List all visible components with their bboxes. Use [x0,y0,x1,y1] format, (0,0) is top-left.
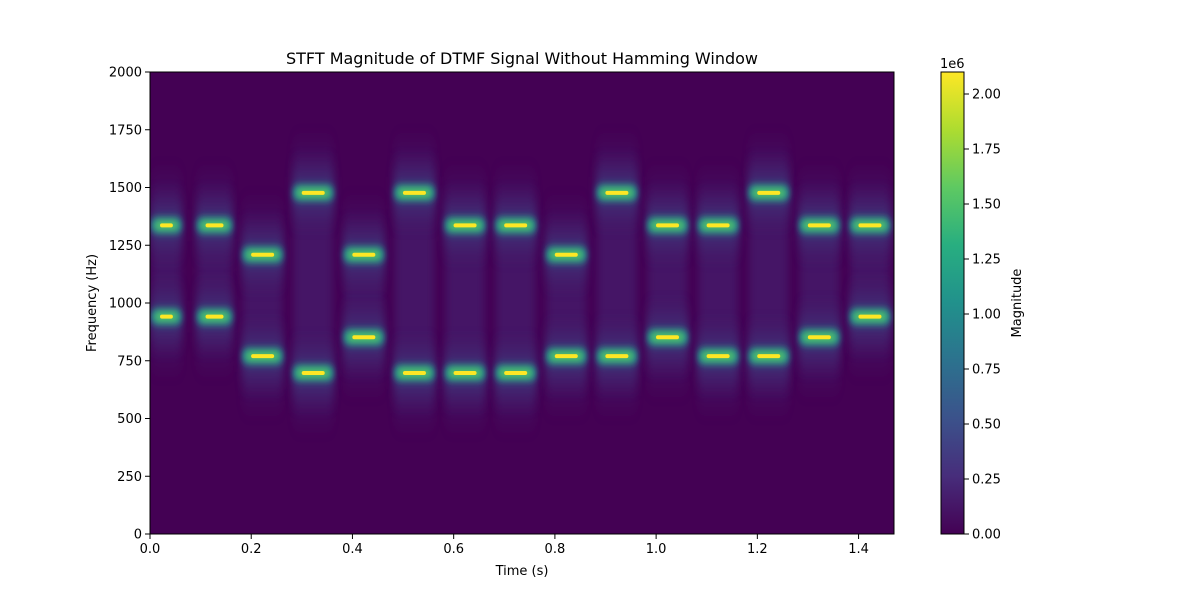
tone-peak [554,354,578,359]
colorbar [940,71,965,535]
colorbar-label: Magnitude [1010,269,1025,338]
tone-peak [706,354,730,359]
tone-peak [453,370,477,375]
tone-peak [656,223,680,228]
y-tick-label: 0 [134,528,142,543]
tone-segment [241,214,285,397]
y-tick-label: 250 [117,470,142,485]
tone-segment [646,185,690,378]
tone-peak [251,354,275,359]
y-axis-label: Frequency (Hz) [85,254,100,352]
x-tick-label: 0.0 [140,542,161,557]
colorbar-tick-label: 1.25 [972,253,1001,268]
tone-peak [205,314,224,319]
tone-peak [301,370,325,375]
colorbar-tick-label: 2.00 [972,88,1001,103]
colorbar-tick-label: 1.75 [972,143,1001,158]
tone-segment [595,152,639,397]
colorbar-tick-label: 0.25 [972,473,1001,488]
colorbar-tick-label: 0.50 [972,418,1001,433]
tone-peak [453,223,477,228]
x-tick-label: 0.2 [241,542,262,557]
spectrogram-image [150,152,892,413]
colorbar-tick-label: 1.00 [972,308,1001,323]
tone-peak [554,252,578,257]
y-tick-label: 1000 [109,297,142,312]
tone-segment [342,214,386,378]
tone-segment [150,185,183,357]
x-tick-label: 0.6 [443,542,464,557]
tone-peak [807,223,831,228]
colorbar-tick-label: 0.75 [972,363,1001,378]
colorbar-tick-label: 1.50 [972,198,1001,213]
tone-peak [807,335,831,340]
tone-peak [160,314,173,319]
tone-peak [757,190,781,195]
tone-peak [656,335,680,340]
tone-peak [160,223,173,228]
tone-peak [605,190,629,195]
x-tick-label: 0.8 [545,542,566,557]
tone-peak [757,354,781,359]
tone-segment [195,185,234,357]
y-tick-label: 1250 [109,239,142,254]
colorbar-multiplier: 1e6 [940,57,965,72]
tone-segment [797,185,841,378]
tone-segment [392,152,436,413]
tone-peak [402,370,426,375]
tone-peak [706,223,730,228]
tone-peak [205,223,224,228]
tone-segment [848,185,892,357]
tone-segment [291,152,335,413]
tone-segment [443,185,487,413]
tone-peak [301,190,325,195]
x-tick-label: 1.0 [646,542,667,557]
tone-peak [352,252,376,257]
tone-peak [858,223,882,228]
y-tick-label: 500 [117,412,142,427]
colorbar-axis: 0.00 0.25 0.50 0.75 1.00 1.25 1.50 1.75 2.00 [964,88,1001,543]
tone-peak [504,223,528,228]
x-axis-label: Time (s) [495,564,549,579]
x-axis: 0.0 0.2 0.4 0.6 0.8 1.0 1.2 1.4 [140,534,869,557]
y-tick-label: 750 [117,354,142,369]
x-tick-label: 1.4 [848,542,869,557]
tone-segment [494,185,538,413]
y-axis: 0 250 500 750 1000 1250 1500 1750 2000 [109,66,150,543]
x-tick-label: 0.4 [342,542,363,557]
tone-segment [544,214,588,397]
tone-segment [747,152,791,397]
x-tick-label: 1.2 [747,542,768,557]
tone-peak [858,314,882,319]
tone-peak [352,335,376,340]
tone-segment [696,185,740,397]
y-tick-label: 1500 [109,181,142,196]
colorbar-tick-label: 0.00 [972,528,1001,543]
tone-peak [605,354,629,359]
y-tick-label: 1750 [109,123,142,138]
tone-peak [251,252,275,257]
chart-title: STFT Magnitude of DTMF Signal Without Ha… [286,49,758,68]
tone-peak [402,190,426,195]
y-tick-label: 2000 [109,66,142,81]
tone-peak [504,370,528,375]
